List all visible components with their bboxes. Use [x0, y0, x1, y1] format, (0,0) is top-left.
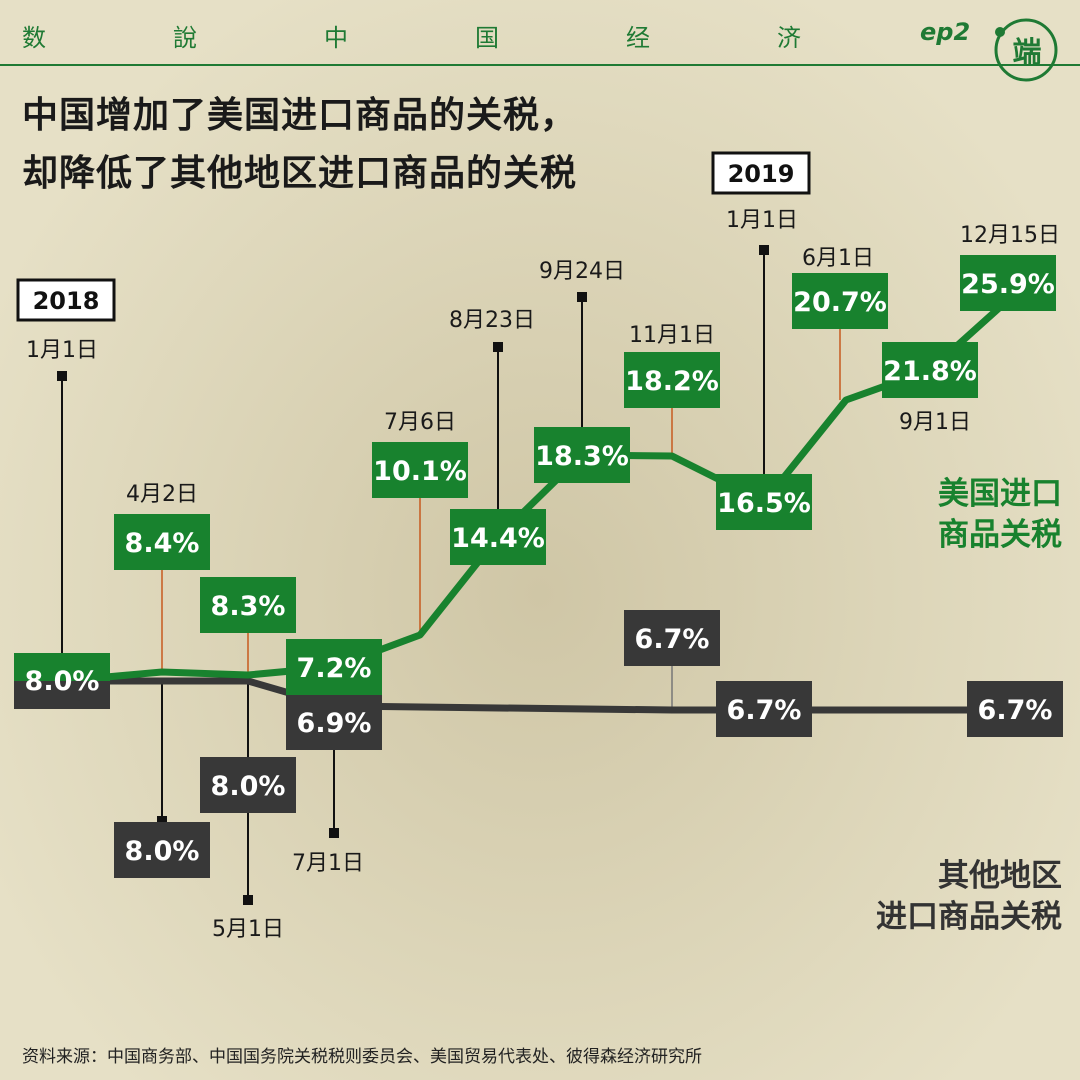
year-label: 2018 — [33, 287, 100, 315]
us-value-box — [792, 273, 888, 329]
other-value-box — [624, 610, 720, 666]
us-value-label: 25.9% — [961, 269, 1055, 300]
year-label: 2019 — [728, 160, 795, 188]
other-value-label: 6.7% — [978, 695, 1053, 726]
other-value-box — [286, 694, 382, 750]
other-tariff-line — [62, 677, 1015, 714]
title-line-1: 中国增加了美国进口商品的关税， — [22, 95, 578, 136]
us-value-box — [960, 255, 1056, 311]
date-marker — [57, 371, 67, 381]
date-label: 1月1日 — [26, 338, 98, 363]
series-title-char: 中 — [324, 24, 348, 52]
start-box-bottom — [14, 681, 110, 709]
date-marker — [493, 342, 503, 352]
series-title-char: 济 — [777, 24, 801, 52]
series-title-char: 說 — [173, 24, 197, 52]
us-value-label: 18.3% — [535, 441, 629, 472]
logo-seal: 端 — [994, 18, 1058, 82]
year-box — [16, 278, 116, 322]
us-value-label: 16.5% — [717, 488, 811, 519]
date-label: 11月1日 — [629, 323, 715, 348]
date-label: 9月24日 — [539, 259, 625, 284]
date-label: 4月2日 — [126, 482, 198, 507]
series-title-char: 经 — [626, 24, 650, 52]
other-value-box — [716, 681, 812, 737]
us-value-box — [114, 514, 210, 570]
us-value-label: 18.2% — [625, 366, 719, 397]
us-value-label: 21.8% — [883, 356, 977, 387]
other-series-label-line: 其他地区 — [938, 858, 1062, 894]
us-value-box — [624, 352, 720, 408]
us-value-label: 8.4% — [125, 528, 200, 559]
other-value-label: 6.9% — [297, 708, 372, 739]
us-value-box — [372, 442, 468, 498]
us-value-box — [200, 577, 296, 633]
other-value-label: 6.7% — [727, 695, 802, 726]
series-title-char: 国 — [475, 24, 499, 52]
other-value-label: 8.0% — [125, 836, 200, 867]
us-value-label: 8.3% — [211, 591, 286, 622]
date-label: 8月23日 — [449, 308, 535, 333]
year-box — [711, 151, 811, 195]
us-value-box — [882, 342, 978, 398]
us-tariff-line — [61, 297, 1011, 685]
us-value-label: 10.1% — [373, 456, 467, 487]
other-value-label: 8.0% — [211, 771, 286, 802]
us-series-label-line: 美国进口 — [938, 476, 1062, 512]
date-label: 1月1日 — [726, 208, 798, 233]
date-label: 9月1日 — [899, 410, 971, 435]
source-note: 资料来源：中国商务部、中国国务院关税税则委员会、美国贸易代表处、彼得森经济研究所 — [22, 1047, 702, 1067]
other-value-label: 6.7% — [635, 624, 710, 655]
date-label: 7月1日 — [292, 851, 364, 876]
series-title-char: 数 — [22, 24, 46, 52]
us-value-box — [534, 427, 630, 483]
header-divider — [0, 64, 1080, 66]
title-line-2: 却降低了其他地区进口商品的关税 — [22, 153, 578, 194]
episode-label: ep2 — [920, 18, 971, 46]
other-series-label: 其他地区 进口商品关税 — [876, 856, 1062, 938]
date-marker — [577, 292, 587, 302]
us-value-box — [286, 639, 382, 695]
us-value-box — [450, 509, 546, 565]
other-value-box — [114, 822, 210, 878]
date-marker — [157, 816, 167, 826]
date-label: 7月6日 — [384, 410, 456, 435]
us-series-label-line: 商品关税 — [938, 517, 1062, 553]
us-value-label: 20.7% — [793, 287, 887, 318]
logo-text: 端 — [1012, 35, 1041, 69]
date-label: 5月1日 — [212, 917, 284, 942]
us-value-label: 14.4% — [451, 523, 545, 554]
date-marker — [243, 895, 253, 905]
us-series-label: 美国进口 商品关税 — [938, 474, 1062, 556]
date-marker — [759, 245, 769, 255]
other-value-box — [200, 757, 296, 813]
us-value-label: 7.2% — [297, 653, 372, 684]
us-value-box — [716, 474, 812, 530]
date-label: 6月1日 — [802, 246, 874, 271]
start-value-label: 8.0% — [25, 666, 100, 697]
date-label: 12月15日 — [960, 223, 1060, 248]
start-box-top — [14, 653, 110, 681]
other-value-box — [967, 681, 1063, 737]
date-marker — [329, 828, 339, 838]
other-series-label-line: 进口商品关税 — [876, 899, 1062, 935]
